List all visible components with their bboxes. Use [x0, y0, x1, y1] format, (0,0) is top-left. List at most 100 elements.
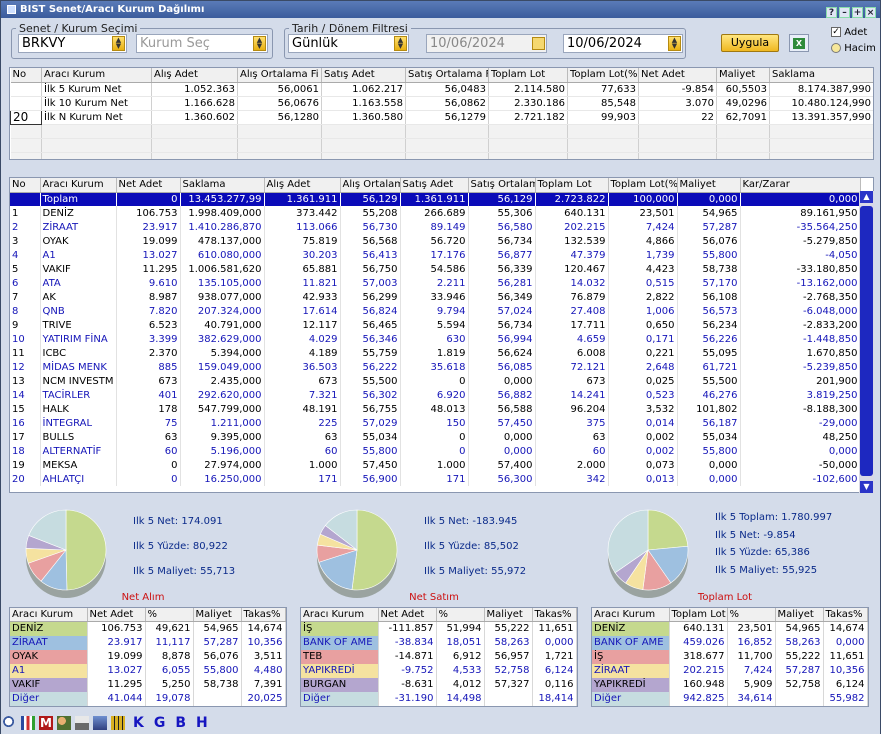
panel-row[interactable]: İŞ 318.677 11,700 55,222 11,651 — [592, 649, 868, 664]
table-row[interactable]: 14 TACİRLER 401 292.620,000 7.321 56,302 6.920… — [10, 388, 861, 402]
column-header[interactable]: Aracı Kurum — [301, 608, 379, 622]
column-header[interactable]: Alış Ortalama Fi — [237, 68, 322, 83]
column-header[interactable]: Net Adet — [87, 608, 146, 622]
scroll-thumb[interactable] — [860, 206, 873, 476]
summary-row[interactable]: İlk 5 Kurum Net 1.052.363 56,0061 1.062.217… — [10, 82, 873, 97]
users-icon[interactable] — [57, 716, 71, 730]
mail-icon[interactable]: M — [39, 716, 53, 730]
table-row[interactable]: 2 ZİRAAT 23.917 1.410.286,870 113.066 56,730 8… — [10, 220, 861, 234]
minimize-icon[interactable]: – — [839, 7, 850, 18]
period-select[interactable]: Günlük ▲ ▼ — [288, 34, 409, 53]
panel-row[interactable]: DENİZ 106.753 49,621 54,965 14,674 — [10, 621, 286, 636]
detail-scrollbar[interactable]: ▲ ▼ — [859, 191, 874, 493]
table-row[interactable]: 11 ICBC 2.370 5.394,000 4.189 55,759 1.819 56,6… — [10, 346, 861, 360]
column-header[interactable]: Alış Ortalam — [340, 178, 401, 193]
column-header[interactable]: Takas% — [823, 608, 868, 622]
summary-row[interactable]: İlk 10 Kurum Net 1.166.628 56,0676 1.163.55… — [10, 96, 873, 111]
table-row[interactable]: 18 ALTERNATİF 60 5.196,000 60 55,800 0 0,000 60 0… — [10, 444, 861, 458]
column-header[interactable]: Saklama — [180, 178, 265, 193]
close-icon[interactable]: × — [865, 7, 876, 18]
search-icon[interactable] — [3, 716, 17, 730]
shortcut-g-button[interactable]: G — [153, 715, 166, 731]
help-icon[interactable]: ? — [826, 7, 837, 18]
column-header[interactable]: Aracı Kurum — [40, 178, 117, 193]
column-header[interactable]: Satış Adet — [321, 68, 406, 83]
table-row[interactable]: 12 MİDAS MENK 885 159.049,000 36.503 56,222 35… — [10, 360, 861, 374]
column-header[interactable]: Kar/Zarar — [740, 178, 861, 193]
table-row[interactable]: 6 ATA 9.610 135.105,000 11.821 57,003 2.211 56,… — [10, 276, 861, 290]
table-row[interactable]: 3 OYAK 19.099 478.137,000 75.819 56,568 56.720… — [10, 234, 861, 248]
column-header[interactable]: Net Adet — [638, 68, 717, 83]
table-row[interactable]: 17 BULLS 63 9.395,000 63 55,034 0 0,000 63 0,002 5… — [10, 430, 861, 444]
export-excel-button[interactable]: X — [789, 34, 809, 52]
table-row[interactable]: 5 VAKIF 11.295 1.006.581,620 65.881 56,750 54.… — [10, 262, 861, 276]
option-adet[interactable]: ✓ Adet — [831, 27, 867, 39]
column-header[interactable]: Takas% — [532, 608, 577, 622]
column-header[interactable]: Toplam Lot(% — [608, 178, 678, 193]
panel-row[interactable]: A1 13.027 6,055 55,800 4,480 — [10, 663, 286, 678]
column-header[interactable]: Takas% — [241, 608, 286, 622]
calculator-icon[interactable] — [111, 716, 125, 730]
column-header[interactable]: Maliyet — [716, 68, 770, 83]
column-header[interactable]: Maliyet — [775, 608, 824, 622]
panel-row[interactable]: TEB -14.871 6,912 56,957 1,721 — [301, 649, 577, 664]
dropdown-arrow-icon[interactable]: ▲ ▼ — [394, 36, 407, 51]
column-header[interactable]: Toplam Lot(% — [567, 68, 639, 83]
shortcut-k-button[interactable]: K — [133, 715, 144, 731]
disk-icon[interactable] — [93, 716, 107, 730]
column-header[interactable]: Alış Adet — [151, 68, 238, 83]
panel-row[interactable]: Diğer -31.190 14,498 18,414 — [301, 691, 577, 706]
table-row[interactable]: 1 DENİZ 106.753 1.998.409,000 373.442 55,208 2… — [10, 206, 861, 220]
maximize-icon[interactable]: + — [852, 7, 863, 18]
column-header[interactable]: Aracı Kurum — [41, 68, 152, 83]
scroll-down-icon[interactable]: ▼ — [860, 481, 873, 493]
table-row[interactable]: 4 A1 13.027 610.080,000 30.203 56,413 17.176 56… — [10, 248, 861, 262]
panel-row[interactable]: DENİZ 640.131 23,501 54,965 14,674 — [592, 621, 868, 636]
symbol-select[interactable]: BRKVY ▲ ▼ — [18, 34, 127, 53]
column-header[interactable]: Satış Ortalama Fi — [405, 68, 489, 83]
column-header[interactable]: % — [145, 608, 194, 622]
column-header[interactable]: Toplam Lot — [669, 608, 728, 622]
column-header[interactable]: % — [436, 608, 485, 622]
column-header[interactable]: Maliyet — [677, 178, 741, 193]
column-header[interactable]: % — [727, 608, 776, 622]
table-row[interactable]: 10 YATIRIM FİNA 3.399 382.629,000 4.029 56,34… — [10, 332, 861, 346]
dropdown-arrow-icon[interactable]: ▲ ▼ — [253, 36, 266, 51]
summary-row[interactable]: 20 İlk N Kurum Net 1.360.602 56,1280 1.360.5… — [10, 109, 873, 125]
panel-row[interactable]: YAPIKREDİ -9.752 4,533 52,758 6,124 — [301, 663, 577, 678]
column-header[interactable]: Net Adet — [378, 608, 437, 622]
table-row[interactable]: 13 NCM INVESTM 673 2.435,000 673 55,500 0 0,000… — [10, 374, 861, 388]
column-header[interactable]: Net Adet — [116, 178, 181, 193]
column-header[interactable]: Aracı Kurum — [10, 608, 88, 622]
panel-row[interactable]: OYAK 19.099 8,878 56,076 3,511 — [10, 649, 286, 664]
column-header[interactable]: Satış Adet — [400, 178, 469, 193]
chart-icon[interactable] — [21, 716, 35, 730]
total-row[interactable]: Toplam 0 13.453.277,99 1.361.911 56,129 1.361… — [10, 192, 861, 206]
column-header[interactable]: Maliyet — [193, 608, 242, 622]
panel-row[interactable]: YAPIKREDİ 160.948 5,909 52,758 6,124 — [592, 677, 868, 692]
panel-row[interactable]: Diğer 41.044 19,078 20,025 — [10, 691, 286, 706]
panel-row[interactable]: İŞ -111.857 51,994 55,222 11,651 — [301, 621, 577, 636]
column-header[interactable]: Alış Adet — [264, 178, 341, 193]
dropdown-arrow-icon[interactable]: ▲ ▼ — [668, 36, 681, 51]
checkbox-adet[interactable]: ✓ — [831, 27, 841, 37]
top-n-input[interactable]: 20 — [10, 109, 42, 125]
panel-row[interactable]: VAKIF 11.295 5,250 58,738 7,391 — [10, 677, 286, 692]
column-header[interactable]: No — [10, 68, 42, 83]
table-row[interactable]: 9 TRIVE 6.523 40.791,000 12.117 56,465 5.594 56… — [10, 318, 861, 332]
panel-row[interactable]: ZİRAAT 202.215 7,424 57,287 10,356 — [592, 663, 868, 678]
table-row[interactable]: 8 QNB 7.820 207.324,000 17.614 56,824 9.794 57,… — [10, 304, 861, 318]
panel-row[interactable]: BANK OF AME 459.026 16,852 58,263 0,000 — [592, 635, 868, 650]
column-header[interactable]: No — [10, 178, 41, 193]
table-row[interactable]: 19 MEKSA 0 27.974,000 1.000 57,450 1.000 57,400… — [10, 458, 861, 472]
column-header[interactable]: Toplam Lot — [488, 68, 568, 83]
table-row[interactable]: 20 AHLATÇI 0 16.250,000 171 56,900 171 56,300 34… — [10, 472, 861, 486]
column-header[interactable]: Satış Ortalam — [468, 178, 536, 193]
option-hacim[interactable]: Hacim — [831, 43, 876, 55]
table-row[interactable]: 16 İNTEGRAL 75 1.211,000 225 57,029 150 57,450 3… — [10, 416, 861, 430]
column-header[interactable]: Maliyet — [484, 608, 533, 622]
broker-select[interactable]: Kurum Seç ▲ ▼ — [136, 34, 268, 53]
table-row[interactable]: 7 AK 8.987 938.077,000 42.933 56,299 33.946 56,… — [10, 290, 861, 304]
date-to-field[interactable]: 10/06/2024 ▲ ▼ — [563, 34, 683, 53]
table-row[interactable]: 15 HALK 178 547.799,000 48.191 56,755 48.013 56… — [10, 402, 861, 416]
